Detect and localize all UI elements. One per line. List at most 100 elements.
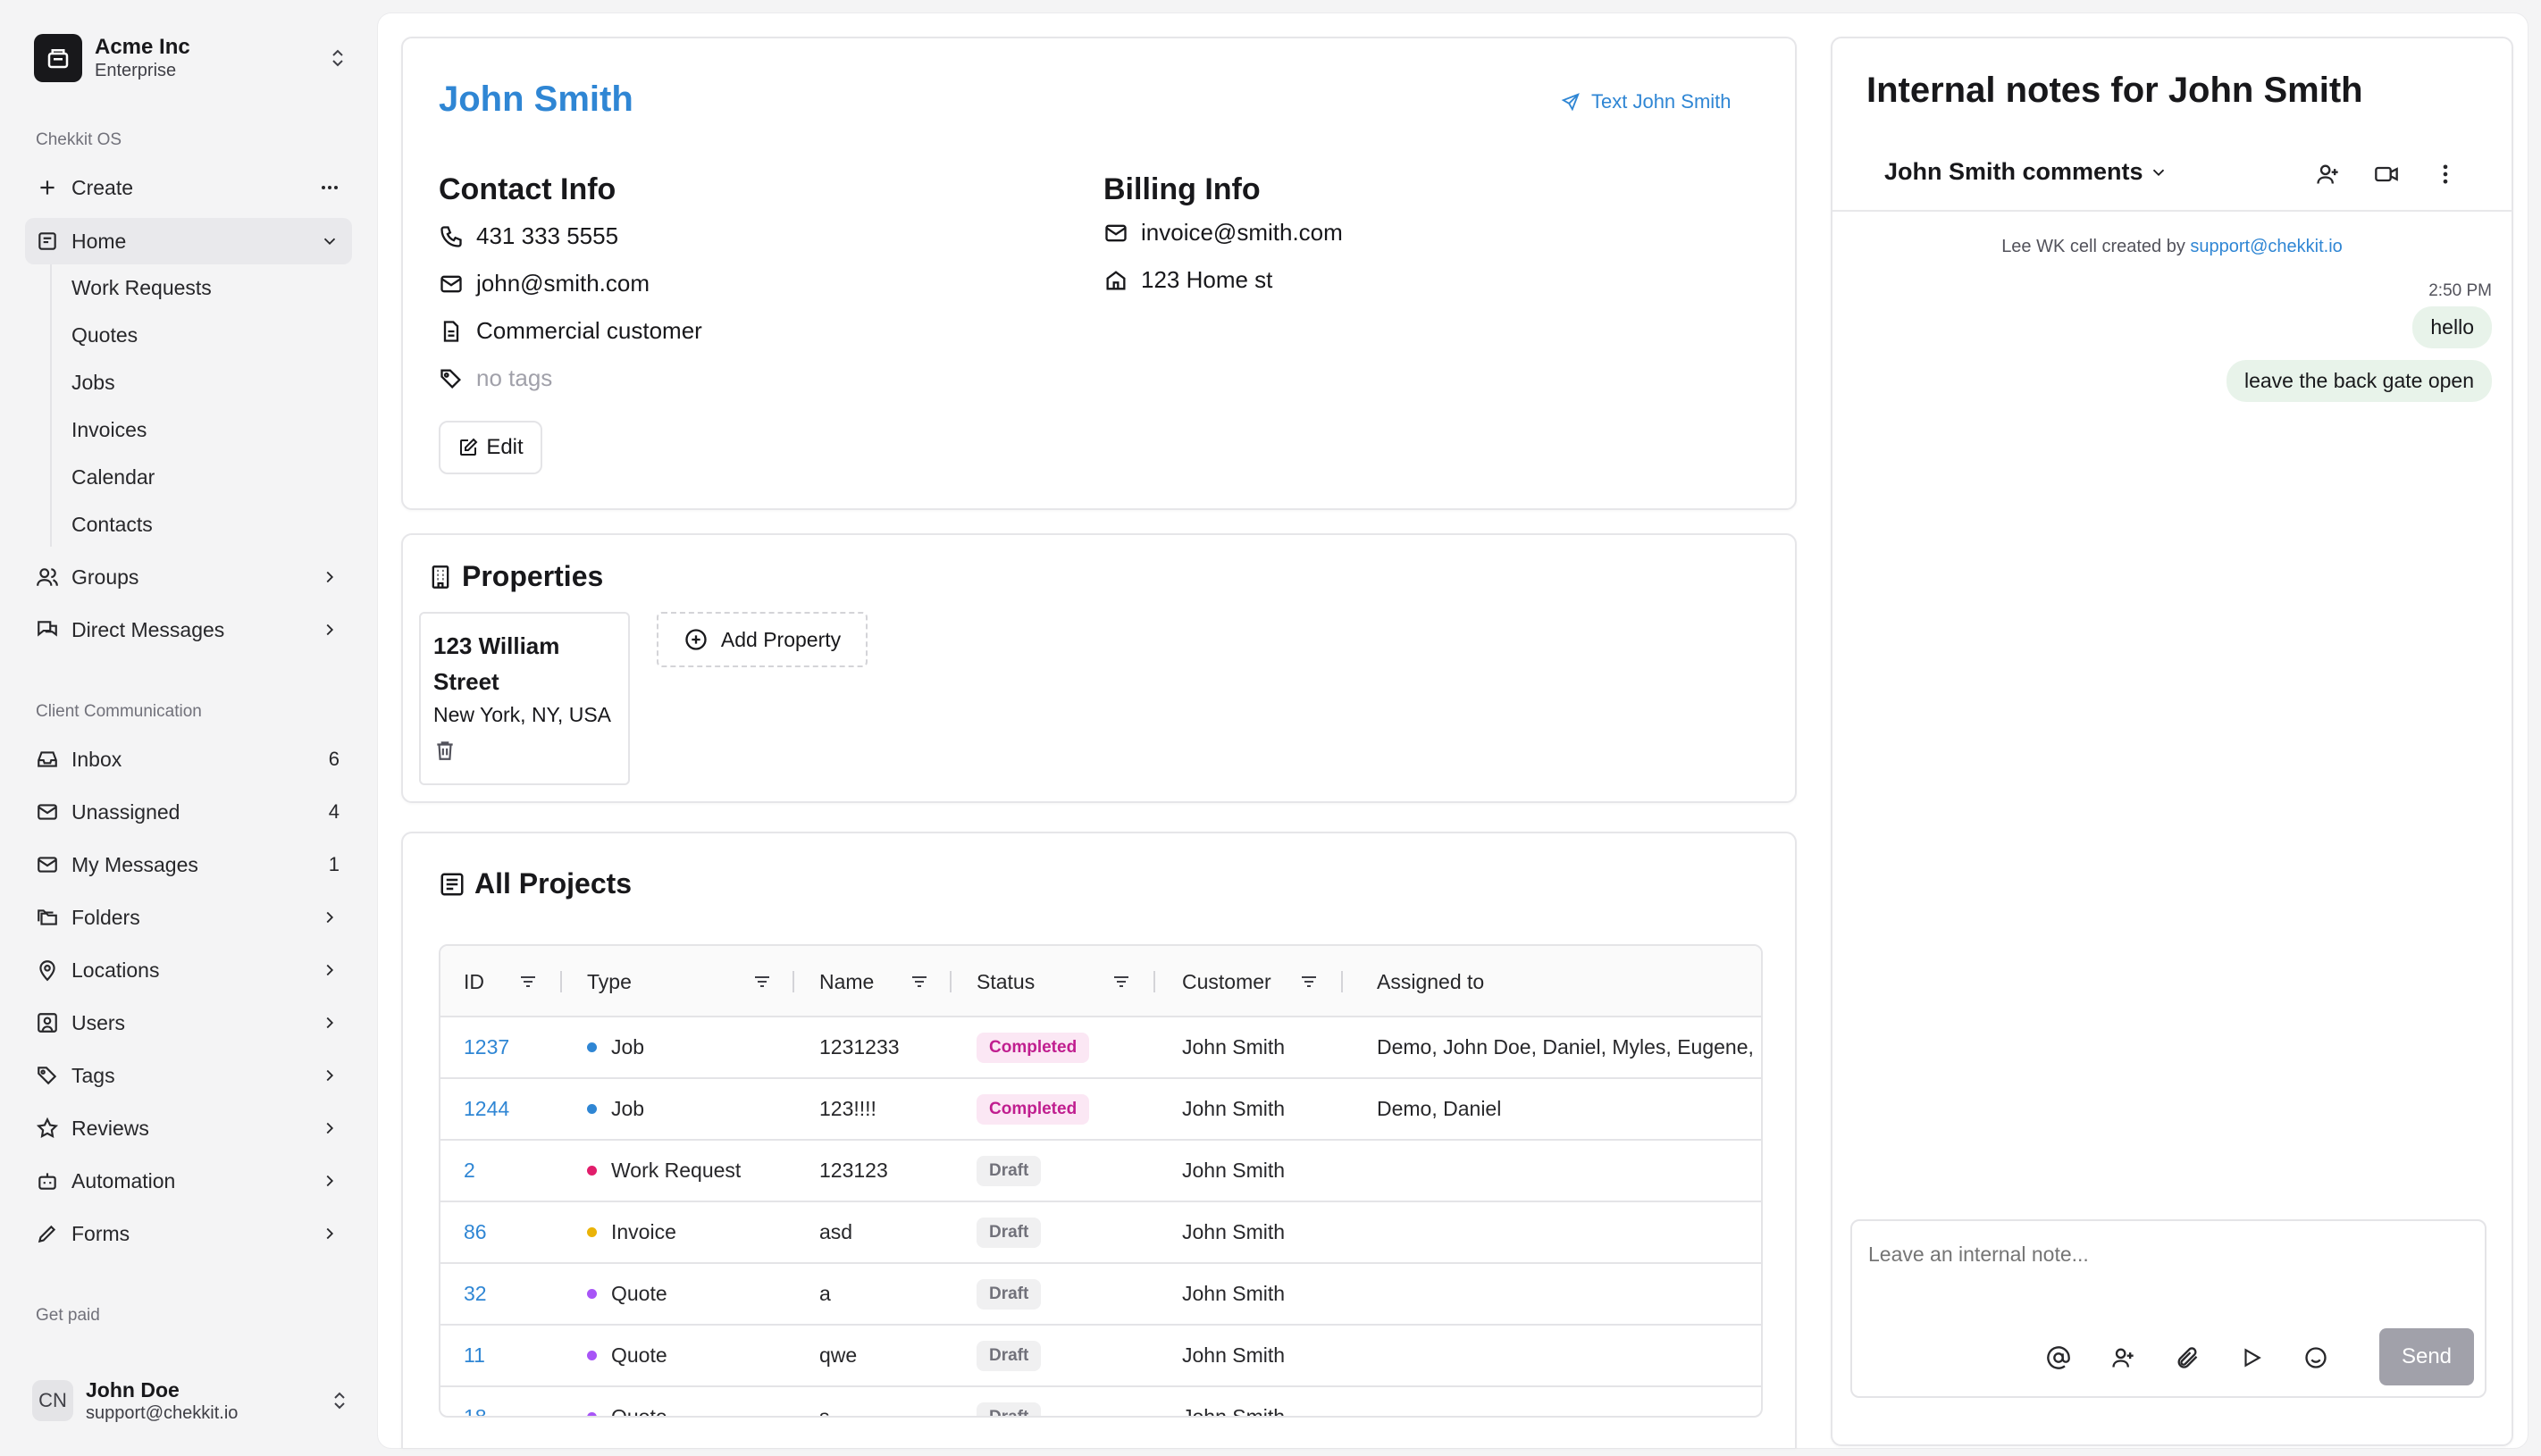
add-property-button[interactable]: Add Property [657,612,868,667]
note-input[interactable] [1868,1243,2467,1267]
sidebar-item-inbox[interactable]: Inbox 6 [25,736,352,782]
paperclip-icon[interactable] [2172,1343,2202,1373]
sidebar-subitem-calendar[interactable]: Calendar [71,465,155,489]
text-customer-label: Text John Smith [1591,90,1732,113]
project-id-link[interactable]: 2 [464,1159,475,1182]
sidebar-item-reviews[interactable]: Reviews [25,1105,352,1151]
project-customer: John Smith [1182,1159,1286,1182]
conversation-select[interactable]: John Smith comments [1884,158,2168,186]
chevron-up-down-icon[interactable] [327,47,348,69]
notes-header: John Smith comments [1832,147,2512,212]
filter-icon[interactable] [751,946,773,1017]
filter-icon[interactable] [517,946,539,1017]
project-id-link[interactable]: 32 [464,1282,487,1305]
table-row[interactable]: 1237 Job 1231233 Completed John Smith Demo, J… [440,1017,1761,1079]
column-separator[interactable] [792,971,794,992]
project-customer: John Smith [1182,1220,1286,1243]
sidebar: Acme Inc Enterprise Chekkit OS Create Ho… [0,0,375,1456]
more-icon[interactable] [318,176,341,199]
sidebar-item-users[interactable]: Users [25,1000,352,1046]
project-status: Draft [977,1141,1042,1201]
column-header-assigned[interactable]: Assigned to [1377,946,1484,1017]
filter-icon[interactable] [1111,946,1132,1017]
sidebar-item-automation[interactable]: Automation [25,1158,352,1204]
properties-title: Properties [462,560,604,592]
sidebar-item-unassigned[interactable]: Unassigned 4 [25,789,352,835]
send-button[interactable]: Send [2379,1328,2474,1385]
sidebar-item-my-messages[interactable]: My Messages 1 [25,841,352,888]
column-header-id[interactable]: ID [464,946,484,1017]
project-id-link[interactable]: 1244 [464,1097,510,1120]
project-type-label: Job [611,1097,645,1120]
sidebar-item-locations[interactable]: Locations [25,947,352,993]
sidebar-subitem-jobs[interactable]: Jobs [71,371,115,394]
sidebar-subitem-work-requests[interactable]: Work Requests [71,276,212,299]
created-note-link[interactable]: support@chekkit.io [2190,237,2343,256]
add-user-icon[interactable] [2313,160,2342,188]
edit-button[interactable]: Edit [439,421,542,474]
project-id-link[interactable]: 86 [464,1220,487,1243]
user-menu[interactable]: CN John Doe support@chekkit.io [32,1372,350,1429]
column-header-name[interactable]: Name [819,946,874,1017]
assign-user-icon[interactable] [2108,1343,2138,1373]
project-type: Invoice [587,1202,676,1262]
project-status: Draft [977,1387,1042,1416]
column-separator[interactable] [1153,971,1155,992]
play-icon[interactable] [2236,1343,2267,1373]
mention-icon[interactable] [2043,1343,2074,1373]
emoji-icon[interactable] [2301,1343,2331,1373]
sidebar-item-label: My Messages [71,852,198,876]
table-header: ID Type Name Status Customer Assigned to [440,946,1761,1017]
notes-panel: Internal notes for John Smith John Smith… [1831,37,2513,1446]
chevron-right-icon [318,1222,341,1245]
sidebar-subitem-quotes[interactable]: Quotes [71,323,138,347]
filter-icon[interactable] [1298,946,1320,1017]
sidebar-item-folders[interactable]: Folders [25,894,352,941]
edit-label: Edit [486,435,524,459]
project-id-link[interactable]: 18 [464,1405,487,1418]
project-status: Draft [977,1326,1042,1385]
sidebar-item-forms[interactable]: Forms [25,1210,352,1257]
table-row[interactable]: 11 Quote qwe Draft John Smith [440,1326,1761,1387]
tags-icon [38,1067,57,1085]
table-row[interactable]: 1244 Job 123!!!! Completed John Smith Demo, D… [440,1079,1761,1141]
project-type: Quote [587,1326,667,1385]
chevron-down-icon[interactable] [318,230,341,253]
more-vertical-icon[interactable] [2431,160,2460,188]
column-header-type[interactable]: Type [587,946,632,1017]
user-email: support@chekkit.io [86,1403,239,1423]
sidebar-item-direct-messages[interactable]: Direct Messages [25,607,352,653]
column-separator[interactable] [560,971,562,992]
chevron-right-icon [318,1169,341,1192]
table-row[interactable]: 86 Invoice asd Draft John Smith [440,1202,1761,1264]
team-switcher[interactable]: Acme Inc Enterprise [34,32,348,84]
column-header-customer[interactable]: Customer [1182,946,1271,1017]
property-card[interactable]: 123 William Street New York, NY, USA [419,612,630,785]
trash-icon[interactable] [433,739,457,762]
sidebar-subitem-invoices[interactable]: Invoices [71,418,147,441]
project-type-label: Quote [611,1343,667,1367]
sidebar-item-label: Unassigned [71,799,180,824]
table-row[interactable]: 32 Quote a Draft John Smith [440,1264,1761,1326]
status-badge: Draft [977,1217,1042,1248]
sidebar-item-label: Users [71,1010,126,1034]
column-separator[interactable] [950,971,952,992]
sidebar-item-home[interactable]: Home [25,218,352,264]
table-row[interactable]: 18 Quote s Draft John Smith [440,1387,1761,1418]
text-customer-button[interactable]: Text John Smith [1561,90,1732,113]
sidebar-item-create[interactable]: Create [25,164,352,211]
column-header-status[interactable]: Status [977,946,1035,1017]
filter-icon[interactable] [909,946,930,1017]
mail-icon [38,857,57,873]
chevron-up-down-icon[interactable] [329,1390,350,1411]
table-row[interactable]: 2 Work Request 123123 Draft John Smith [440,1141,1761,1202]
column-separator[interactable] [1341,971,1343,992]
sidebar-subitem-contacts[interactable]: Contacts [71,513,153,536]
projects-title: All Projects [474,867,633,900]
video-icon[interactable] [2372,160,2401,188]
edit-icon [460,438,478,456]
project-id-link[interactable]: 1237 [464,1035,510,1059]
sidebar-item-tags[interactable]: Tags [25,1052,352,1099]
project-id-link[interactable]: 11 [464,1343,485,1367]
sidebar-item-groups[interactable]: Groups [25,554,352,600]
